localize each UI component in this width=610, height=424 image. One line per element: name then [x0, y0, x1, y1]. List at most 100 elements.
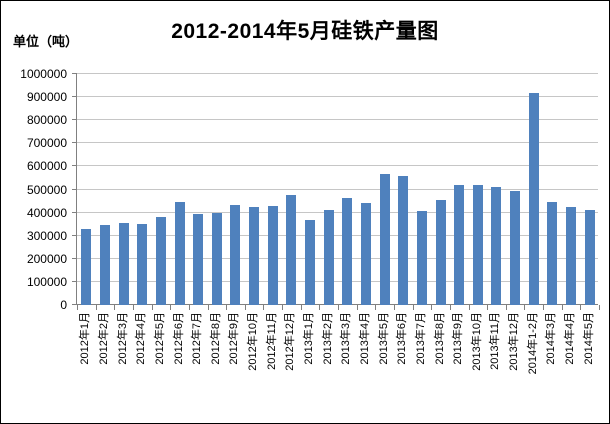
y-axis-tick-label: 300000 — [26, 228, 67, 243]
x-axis-tick — [357, 305, 358, 310]
x-axis-tick-label: 2013年12月 — [508, 312, 521, 371]
bar-2013年9月 — [454, 184, 465, 305]
x-axis-tick-label: 2013年1月 — [303, 312, 316, 365]
bar-2013年5月 — [379, 174, 390, 305]
y-axis-tick-label: 500000 — [26, 182, 67, 197]
x-axis-tick-label: 2012年4月 — [135, 312, 148, 365]
x-axis-tick — [450, 305, 451, 310]
x-axis-tick-label: 2013年11月 — [489, 312, 502, 370]
x-axis-tick-label: 2012年5月 — [153, 312, 166, 365]
x-axis-tick-label: 2012年11月 — [265, 312, 278, 370]
x-axis-tick — [282, 305, 283, 310]
x-axis-tick-label: 2012年6月 — [172, 312, 185, 365]
gridline — [77, 234, 598, 236]
y-axis-tick-label: 900000 — [26, 90, 67, 105]
y-axis-tick — [72, 257, 77, 259]
x-axis-tick — [226, 305, 227, 310]
x-axis-tick — [77, 305, 78, 310]
y-axis-tick — [72, 96, 77, 98]
bar-2013年11月 — [491, 186, 502, 305]
gridline — [77, 257, 598, 259]
y-axis-tick — [72, 73, 77, 74]
bar-2013年12月 — [510, 190, 521, 305]
y-axis-tick-label: 100000 — [26, 274, 67, 289]
x-axis-tick — [114, 305, 115, 310]
bar-2012年1月 — [81, 228, 92, 305]
x-axis-tick — [301, 305, 302, 310]
bar-2012年7月 — [193, 214, 204, 305]
x-axis-tick — [245, 305, 246, 310]
bar-2012年8月 — [211, 212, 222, 305]
bar-2012年5月 — [155, 216, 166, 305]
y-axis-tick — [72, 142, 77, 144]
x-axis-tick-label: 2013年9月 — [452, 312, 465, 365]
y-axis-tick — [72, 234, 77, 236]
gridline — [77, 73, 598, 74]
bar-2012年4月 — [137, 223, 148, 305]
x-axis-tick — [208, 305, 209, 310]
gridline — [77, 142, 598, 144]
y-axis-tick-label: 1000000 — [20, 67, 67, 81]
x-axis-tick — [487, 305, 488, 310]
x-axis-tick-label: 2012年7月 — [191, 312, 204, 365]
x-axis-tick-label: 2013年5月 — [377, 312, 390, 365]
y-axis-tick — [72, 165, 77, 167]
y-axis-tick — [72, 211, 77, 213]
x-axis-tick — [431, 305, 432, 310]
bar-2012年3月 — [118, 222, 129, 305]
x-axis-tick-label: 2012年2月 — [97, 312, 110, 365]
y-axis-tick-label: 600000 — [26, 159, 67, 174]
x-axis-tick — [506, 305, 507, 310]
bar-2012年10月 — [249, 207, 260, 305]
y-axis-tick-label: 200000 — [26, 251, 67, 266]
y-axis-tick — [72, 280, 77, 282]
y-axis-tick — [72, 304, 77, 305]
x-axis-tick-label: 2012年1月 — [79, 312, 92, 365]
x-axis-tick — [469, 305, 470, 310]
x-axis-tick-label: 2014年1-2月 — [526, 312, 539, 375]
bar-2013年4月 — [360, 202, 371, 305]
x-axis-tick-label: 2013年4月 — [358, 312, 371, 365]
bar-2013年6月 — [398, 175, 409, 305]
x-axis-tick — [133, 305, 134, 310]
x-axis-tick — [375, 305, 376, 310]
bar-2012年12月 — [286, 195, 297, 305]
x-axis-tick — [543, 305, 544, 310]
x-axis-tick-label: 2012年8月 — [209, 312, 222, 365]
bar-2013年3月 — [342, 197, 353, 305]
x-axis-tick — [413, 305, 414, 310]
bar-2012年9月 — [230, 204, 241, 305]
y-axis-tick — [72, 119, 77, 121]
gridline — [77, 96, 598, 98]
x-axis-tick — [562, 305, 563, 310]
bar-2013年2月 — [323, 210, 334, 305]
x-axis-tick-label: 2013年10月 — [470, 312, 483, 371]
x-axis-tick-label: 2012年3月 — [116, 312, 129, 365]
gridline — [77, 119, 598, 121]
bar-2014年3月 — [547, 201, 558, 305]
x-axis-tick-label: 2013年2月 — [321, 312, 334, 365]
x-axis-tick — [599, 305, 600, 310]
x-axis-tick-label: 2014年3月 — [545, 312, 558, 365]
x-axis-tick — [189, 305, 190, 310]
x-axis-tick — [338, 305, 339, 310]
x-axis-tick-label: 2013年6月 — [396, 312, 409, 365]
x-axis-tick — [263, 305, 264, 310]
x-axis-tick — [170, 305, 171, 310]
y-axis-tick-label: 700000 — [26, 136, 67, 151]
gridline — [77, 211, 598, 213]
x-axis-tick-label: 2012年9月 — [228, 312, 241, 365]
bar-2014年4月 — [566, 206, 577, 305]
x-axis-tick — [524, 305, 525, 310]
bar-2012年6月 — [174, 201, 185, 305]
bar-2013年7月 — [416, 210, 427, 305]
bar-2012年2月 — [99, 225, 110, 305]
x-axis-tick — [96, 305, 97, 310]
bar-2013年8月 — [435, 200, 446, 305]
x-axis-tick-label: 2012年12月 — [284, 312, 297, 371]
plot-area — [72, 73, 600, 310]
x-axis-line — [77, 304, 598, 305]
chart-title: 2012-2014年5月硅铁产量图 — [171, 20, 439, 43]
x-axis-tick-label: 2014年5月 — [582, 312, 595, 365]
